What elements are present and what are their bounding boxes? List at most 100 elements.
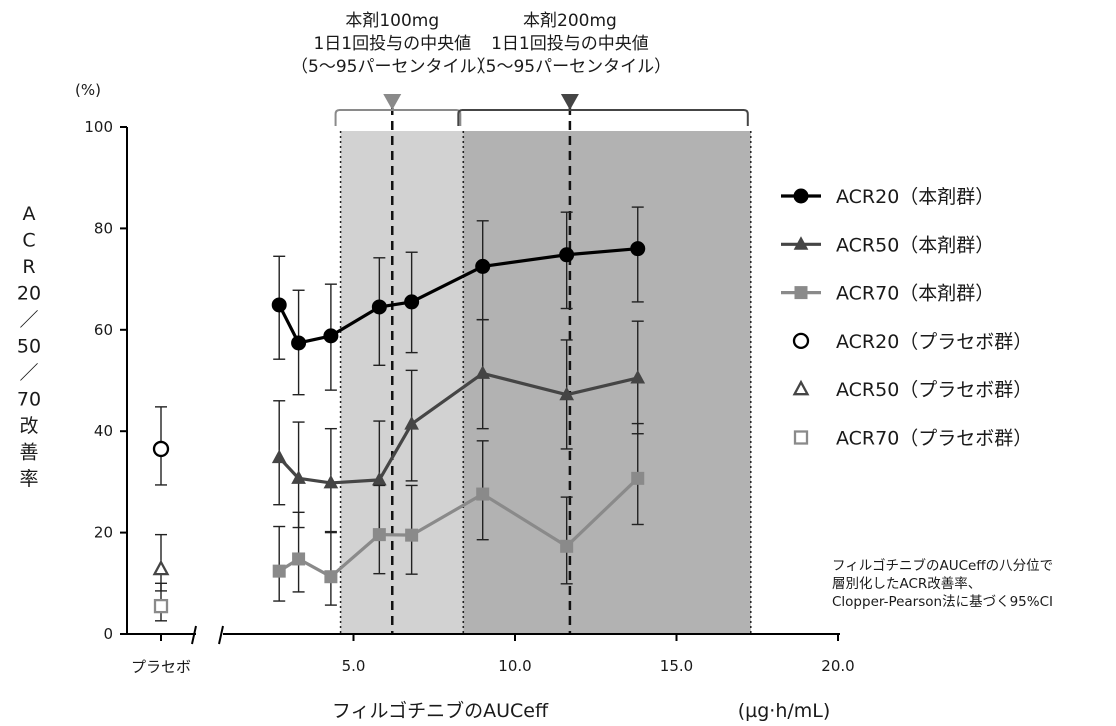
legend-label: ACR70（本剤群）	[836, 283, 994, 305]
series-6	[153, 582, 169, 622]
y-tick-label: 20	[94, 524, 113, 542]
series-1	[271, 206, 646, 396]
legend-label: ACR50（本剤群）	[836, 234, 994, 256]
legend-label: ACR20（本剤群）	[836, 186, 994, 208]
data-point	[560, 539, 574, 553]
data-point	[559, 386, 575, 401]
data-point	[404, 294, 420, 310]
series-3	[272, 422, 645, 606]
dose-range-bracket	[457, 109, 749, 126]
y-axis-title-glyph: 率	[19, 468, 38, 490]
data-point	[323, 474, 339, 489]
legend-item: ACR50（プラセボ群）	[792, 379, 1032, 401]
data-point	[152, 440, 170, 458]
series-5	[152, 533, 170, 592]
y-axis-title-glyph: C	[22, 230, 35, 252]
data-point	[372, 528, 386, 542]
x-tick-label: 10.0	[498, 657, 531, 675]
legend-marker	[793, 430, 809, 445]
y-axis-title-glyph: 70	[17, 389, 41, 411]
data-point	[475, 365, 491, 379]
x-tick-label: 20.0	[821, 657, 854, 675]
legend-marker	[792, 332, 810, 350]
dose-band-2	[463, 131, 751, 634]
series-line	[278, 371, 639, 485]
data-point	[153, 598, 169, 614]
legend-marker	[794, 286, 808, 300]
y-axis-title-glyph: 善	[19, 442, 38, 464]
x-unit-label: (µg·h/mL)	[738, 700, 831, 722]
series-2	[271, 318, 646, 534]
series-4	[152, 406, 170, 486]
dose-band-label: 本剤100mg	[345, 11, 439, 31]
data-point	[323, 328, 339, 344]
data-point	[559, 247, 575, 263]
axis-break-left	[191, 625, 197, 645]
median-marker-icon	[560, 94, 579, 110]
legend-marker	[793, 236, 809, 250]
annotation-line: Clopper-Pearson法に基づく95%CI	[832, 593, 1053, 610]
data-point	[291, 470, 306, 484]
data-point	[324, 570, 338, 584]
dose-band-label: （5〜95パーセンタイル）	[469, 57, 671, 77]
y-tick-label: 0	[103, 625, 113, 643]
y-axis-title-glyph: A	[23, 203, 36, 225]
median-marker-icon	[383, 94, 402, 110]
data-point	[475, 258, 491, 274]
legend: ACR20（本剤群） ACR50（本剤群） ACR70（本剤群） ACR20（プラセボ…	[781, 186, 1032, 450]
annotation-line: フィルゴチニブのAUCeffの八分位で	[832, 557, 1053, 574]
x-axis-title: フィルゴチニブのAUCeff	[332, 699, 549, 722]
y-axis-title-glyph: R	[22, 256, 35, 278]
y-unit-label: (%)	[75, 81, 101, 99]
y-tick-label: 80	[94, 219, 113, 237]
y-tick-label: 100	[84, 118, 113, 136]
legend-label: ACR50（プラセボ群）	[836, 379, 1032, 401]
data-point	[630, 241, 646, 257]
y-tick-label: 60	[94, 321, 113, 339]
data-point	[272, 564, 286, 578]
legend-item: ACR20（本剤群）	[781, 186, 994, 208]
y-axis-title: ACR 20 ／ 50 ／ 70 改善率	[17, 203, 41, 490]
legend-item: ACR50（本剤群）	[781, 234, 994, 256]
legend-label: ACR20（プラセボ群）	[836, 331, 1032, 353]
dose-band-label: 本剤200mg	[523, 11, 617, 31]
dose-band-label: 1日1回投与の中央値	[491, 34, 649, 54]
legend-marker	[792, 379, 810, 396]
data-series	[152, 206, 646, 622]
data-point	[271, 297, 287, 313]
annotation-note: フィルゴチニブのAUCeffの八分位で層別化したACR改善率、Clopper-P…	[832, 557, 1053, 610]
axes: 0 20 40 60 80 100 5.0 10.0 15.0 20.0	[84, 118, 854, 675]
x-tick-label: 15.0	[660, 657, 693, 675]
x-tick-label: 5.0	[342, 657, 366, 675]
placebo-label: プラセボ	[131, 658, 191, 676]
dose-band-1	[340, 131, 464, 634]
y-axis-title-glyph: 改	[19, 415, 38, 437]
y-axis-title-glyph: ／	[19, 309, 38, 331]
data-point	[291, 335, 307, 351]
annotation-line: 層別化したACR改善率、	[832, 575, 981, 592]
data-point	[630, 369, 646, 384]
axis-break-right	[218, 625, 224, 645]
data-point	[152, 559, 170, 576]
data-point	[631, 471, 645, 485]
dose-band-label: 1日1回投与の中央値	[313, 34, 471, 54]
dose-band-label: （5〜95パーセンタイル）	[291, 57, 493, 77]
data-point	[271, 449, 287, 464]
data-point	[371, 299, 387, 315]
data-point	[476, 487, 490, 501]
data-point	[292, 552, 306, 566]
dose-range-bracket	[334, 109, 462, 126]
legend-label: ACR70（プラセボ群）	[836, 428, 1032, 450]
dose-bands: 本剤100mg 1日1回投与の中央値 （5〜95パーセンタイル） 本剤200mg 1日1…	[291, 11, 752, 634]
legend-item: ACR70（プラセボ群）	[793, 428, 1032, 450]
legend-marker	[793, 188, 809, 204]
y-axis-title-glyph: 20	[17, 283, 41, 305]
y-tick-label: 40	[94, 422, 113, 440]
data-point	[405, 528, 419, 542]
data-point	[404, 416, 419, 430]
legend-item: ACR70（本剤群）	[781, 283, 994, 305]
legend-item: ACR20（プラセボ群）	[792, 331, 1032, 353]
y-axis-title-glyph: 50	[17, 336, 41, 358]
y-axis-title-glyph: ／	[19, 362, 38, 384]
